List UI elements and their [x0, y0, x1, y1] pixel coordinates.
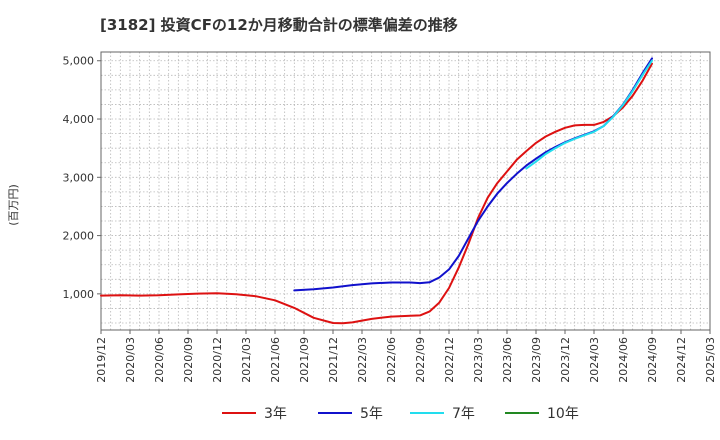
legend-label: 7年	[452, 406, 475, 422]
x-tick-label: 2021/06	[269, 337, 282, 383]
x-tick-label: 2023/03	[472, 337, 485, 383]
x-tick-label: 2022/03	[356, 337, 369, 383]
x-tick-label: 2024/06	[617, 337, 630, 383]
y-axis-label: (百万円)	[7, 184, 20, 226]
x-tick-label: 2022/09	[414, 337, 427, 383]
x-tick-label: 2021/09	[298, 337, 311, 383]
x-tick-label: 2019/12	[95, 337, 108, 383]
x-tick-label: 2024/03	[588, 337, 601, 383]
x-tick-label: 2021/12	[327, 337, 340, 383]
y-tick-label: 3,000	[63, 171, 95, 184]
x-tick-label: 2023/09	[530, 337, 543, 383]
x-tick-label: 2022/06	[385, 337, 398, 383]
x-tick-label: 2020/06	[153, 337, 166, 383]
y-tick-label: 1,000	[63, 288, 95, 301]
legend: 3年 5年 7年 10年	[222, 406, 579, 422]
plot-area: 1,000 2,000 3,000 4,000 5,000 2019/12 2020/03 2…	[63, 51, 717, 383]
x-tick-label: 2021/03	[240, 337, 253, 383]
series-line	[293, 57, 653, 292]
series-line	[100, 62, 653, 325]
series-line	[525, 59, 653, 170]
x-tick-label: 2022/12	[443, 337, 456, 383]
y-tick-label: 5,000	[63, 55, 95, 68]
x-tick-label: 2020/12	[211, 337, 224, 383]
x-tick-label: 2023/06	[501, 337, 514, 383]
x-tick-label: 2020/09	[182, 337, 195, 383]
x-tick-label: 2023/12	[559, 337, 572, 383]
y-tick-label: 2,000	[63, 230, 95, 243]
legend-label: 5年	[360, 406, 383, 422]
legend-label: 3年	[264, 406, 287, 422]
x-tick-label: 2025/03	[704, 337, 717, 383]
chart-title: [3182] 投資CFの12か月移動合計の標準偏差の推移	[100, 16, 458, 34]
x-tick-label: 2024/09	[646, 337, 659, 383]
y-tick-label: 4,000	[63, 113, 95, 126]
x-tick-label: 2024/12	[675, 337, 688, 383]
x-tick-label: 2020/03	[124, 337, 137, 383]
legend-label: 10年	[547, 406, 579, 422]
plot-frame	[100, 51, 711, 331]
